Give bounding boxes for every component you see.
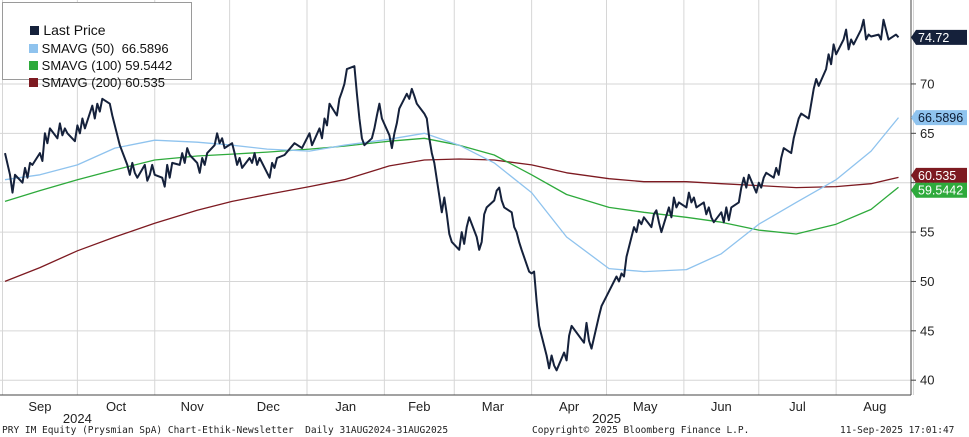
y-tick-label: 65 — [920, 126, 934, 141]
end-value-label: 59.5442 — [918, 184, 963, 198]
legend-swatch-smavg-200 — [28, 78, 38, 87]
footer-source: PRY IM Equity (Prysmian SpA) Chart-Ethik… — [2, 425, 449, 436]
legend-text-smavg-100: SMAVG (100) 59.5442 — [41, 58, 173, 73]
gridlines — [0, 0, 914, 395]
x-tick-label: Feb — [408, 399, 430, 414]
x-year-label: 2025 — [592, 411, 621, 426]
x-tick-label: Jun — [711, 399, 732, 414]
end-value-tag — [911, 29, 967, 45]
x-tick-label: Jul — [789, 399, 806, 414]
end-value-tag — [911, 182, 967, 198]
x-tick-label: Mar — [482, 399, 505, 414]
y-tick-label: 70 — [920, 76, 934, 91]
end-value-label: 74.72 — [918, 31, 949, 45]
footer-copyright: Copyright© 2025 Bloomberg Finance L.P. — [532, 425, 750, 436]
legend: Last Price SMAVG (50) 66.5896 SMAVG (100… — [2, 2, 192, 90]
legend-item-smavg-50: SMAVG (50) 66.5896 — [7, 25, 169, 56]
x-tick-label: Dec — [257, 399, 281, 414]
legend-text-smavg-200: SMAVG (200) 60.535 — [41, 75, 165, 90]
y-tick-label: 40 — [920, 373, 934, 388]
x-tick-label: Aug — [863, 399, 886, 414]
legend-item-last-price: Last Price — [7, 6, 106, 38]
end-value-label: 60.535 — [918, 169, 956, 183]
footer-timestamp: 11-Sep-2025 17:01:47 — [840, 425, 955, 436]
x-tick-label: Apr — [559, 399, 580, 414]
end-value-label: 66.5896 — [918, 111, 963, 125]
x-tick-label: Jan — [335, 399, 356, 414]
series-line-last-price — [4, 18, 900, 372]
x-year-label: 2024 — [63, 411, 92, 426]
x-tick-label: Nov — [181, 399, 205, 414]
legend-item-smavg-200: SMAVG (200) 60.535 — [7, 59, 165, 90]
end-value-tag — [911, 110, 967, 126]
legend-swatch-last-price — [30, 26, 40, 35]
x-tick-label: Sep — [28, 399, 51, 414]
x-tick-label: May — [633, 399, 658, 414]
y-tick-label: 55 — [920, 225, 934, 240]
y-tick-label: 50 — [920, 274, 934, 289]
legend-text-smavg-50: SMAVG (50) 66.5896 — [41, 41, 169, 56]
end-value-tag — [911, 167, 967, 183]
legend-swatch-smavg-100 — [28, 61, 38, 70]
legend-item-smavg-100: SMAVG (100) 59.5442 — [7, 42, 172, 73]
y-tick-label: 45 — [920, 323, 934, 338]
x-tick-label: Oct — [106, 399, 127, 414]
legend-swatch-smavg-50 — [28, 44, 38, 53]
series-line-smavg-50 — [4, 117, 900, 273]
legend-title-text: Last Price — [43, 22, 106, 38]
